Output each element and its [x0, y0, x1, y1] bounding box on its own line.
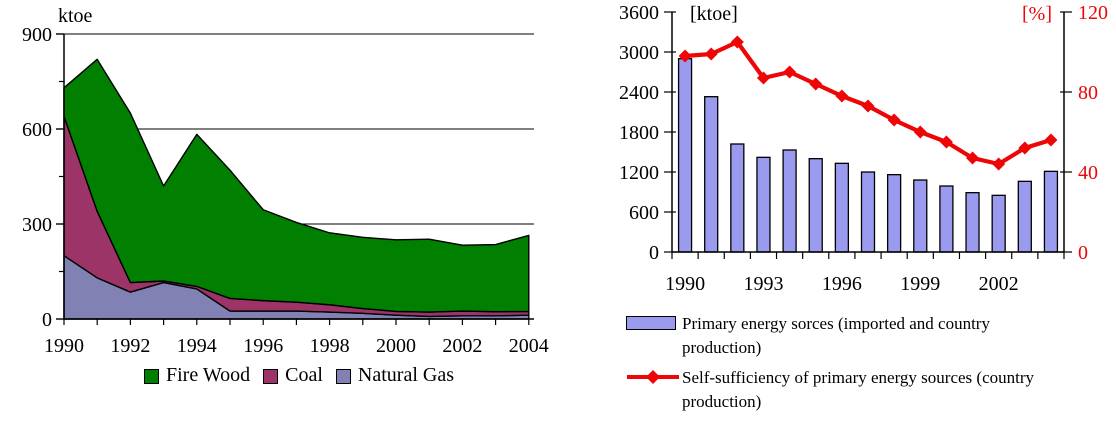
right-chart-x-tick-label: 1990: [665, 273, 705, 295]
right-chart-left-tick-label: 1200: [619, 162, 659, 184]
fire-wood-swatch: [144, 369, 159, 384]
line-marker-2004: [1044, 133, 1058, 147]
bar-2000: [939, 185, 954, 253]
bar-1999: [913, 179, 928, 253]
left-x-tick-label: 1998: [310, 335, 350, 357]
right-chart-left-tick-label: 600: [629, 202, 659, 224]
legend-item-fire-wood: Fire Wood: [144, 364, 250, 387]
line-marker-2001: [966, 151, 980, 165]
right-chart-right-tick-label: 80: [1078, 82, 1098, 104]
right-chart-left-tick-label: 1800: [619, 122, 659, 144]
area-fire-wood: [63, 58, 530, 313]
line-marker-1993: [756, 71, 770, 85]
left-y-tick-label: 900: [22, 24, 52, 46]
line-marker-1996: [835, 89, 849, 103]
bar-1990: [677, 58, 693, 253]
right-chart-left-tick-label: 2400: [619, 82, 659, 104]
right-chart-x-tick-label: 2002: [979, 273, 1019, 295]
legend-item-coal: Coal: [263, 364, 323, 387]
bar-1991: [704, 96, 719, 253]
bar-2001: [965, 192, 980, 253]
line-marker-1998: [887, 113, 901, 127]
bar-2003: [1017, 180, 1032, 253]
line-marker-2002: [992, 157, 1006, 171]
line-marker-2000: [939, 135, 953, 149]
right-chart-x-tick-label: 1999: [900, 273, 940, 295]
coal-swatch: [263, 369, 279, 384]
line-marker-1991: [704, 47, 718, 61]
left-y-tick-label: 600: [22, 119, 52, 141]
right-chart-right-tick-label: 0: [1078, 242, 1088, 264]
right-chart-left-axis-title: [ktoe]: [690, 3, 738, 25]
left-x-tick-label: 1990: [44, 335, 84, 357]
right-chart-left-tick-label: 3000: [619, 42, 659, 64]
bar-1992: [730, 143, 745, 253]
left-x-tick-label: 2000: [376, 335, 416, 357]
line-marker-2003: [1018, 141, 1032, 155]
right-chart-x-tick-label: 1996: [822, 273, 862, 295]
fire-wood-label: Fire Wood: [166, 364, 251, 386]
left-chart-legend: Fire Wood Coal Natural Gas: [0, 364, 598, 387]
bar-1997: [860, 171, 876, 253]
left-x-tick-label: 1994: [177, 335, 217, 357]
legend-item-natural-gas: Natural Gas: [335, 364, 454, 387]
line-marker-1992: [730, 35, 744, 49]
left-y-tick-label: 300: [22, 214, 52, 236]
bar-1993: [756, 156, 771, 253]
line-marker-1994: [783, 65, 797, 79]
coal-label: Coal: [285, 364, 323, 386]
left-x-tick-label: 2002: [442, 335, 482, 357]
right-chart-left-tick-label: 3600: [619, 2, 659, 24]
right-chart-x-tick-label: 1993: [743, 273, 783, 295]
bar-1998: [886, 174, 902, 253]
bar-1995: [808, 158, 823, 253]
right-chart-right-axis-title: [%]: [1022, 3, 1052, 25]
line-marker-1999: [913, 125, 927, 139]
bar-2004: [1043, 170, 1059, 253]
line-marker-1990: [678, 49, 692, 63]
left-x-tick-label: 2004: [509, 335, 549, 357]
right-chart-left-tick-label: 0: [649, 242, 659, 264]
right-chart-right-tick-label: 40: [1078, 162, 1098, 184]
left-x-tick-label: 1996: [243, 335, 283, 357]
left-y-tick-label: 0: [42, 309, 52, 331]
bar-1994: [782, 149, 797, 253]
natural-gas-label: Natural Gas: [357, 364, 454, 386]
right-chart-right-tick-label: 120: [1078, 2, 1108, 24]
left-x-tick-label: 1992: [110, 335, 150, 357]
natural-gas-swatch: [335, 369, 351, 384]
bar-1996: [834, 162, 850, 253]
bar-2002: [991, 194, 1006, 253]
left-chart-y-axis-title: ktoe: [58, 5, 93, 27]
line-marker-1995: [809, 77, 823, 91]
line-marker-1997: [861, 99, 875, 113]
